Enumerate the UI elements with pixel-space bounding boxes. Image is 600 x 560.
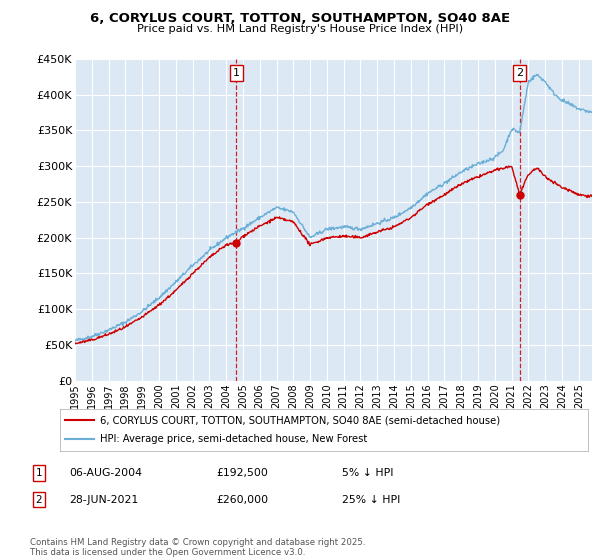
Text: 28-JUN-2021: 28-JUN-2021 [69,494,138,505]
Text: 06-AUG-2004: 06-AUG-2004 [69,468,142,478]
Text: 6, CORYLUS COURT, TOTTON, SOUTHAMPTON, SO40 8AE (semi-detached house): 6, CORYLUS COURT, TOTTON, SOUTHAMPTON, S… [100,415,500,425]
Text: 2: 2 [516,68,523,78]
Text: Contains HM Land Registry data © Crown copyright and database right 2025.
This d: Contains HM Land Registry data © Crown c… [30,538,365,557]
Text: £192,500: £192,500 [216,468,268,478]
Text: 2: 2 [35,494,43,505]
Text: 5% ↓ HPI: 5% ↓ HPI [342,468,394,478]
Text: 25% ↓ HPI: 25% ↓ HPI [342,494,400,505]
Text: 1: 1 [35,468,43,478]
Text: 1: 1 [233,68,240,78]
Text: £260,000: £260,000 [216,494,268,505]
Text: Price paid vs. HM Land Registry's House Price Index (HPI): Price paid vs. HM Land Registry's House … [137,24,463,34]
Text: 6, CORYLUS COURT, TOTTON, SOUTHAMPTON, SO40 8AE: 6, CORYLUS COURT, TOTTON, SOUTHAMPTON, S… [90,12,510,25]
Text: HPI: Average price, semi-detached house, New Forest: HPI: Average price, semi-detached house,… [100,434,367,444]
